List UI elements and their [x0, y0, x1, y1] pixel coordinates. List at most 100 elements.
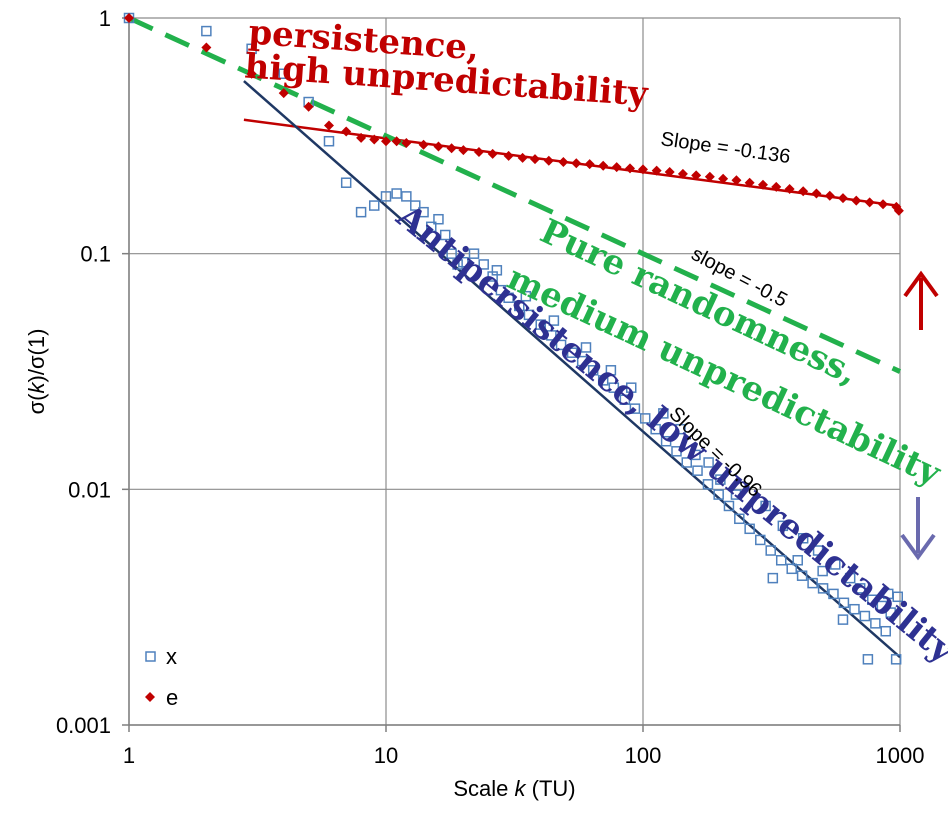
data-point-x [201, 25, 212, 37]
data-point-e [718, 173, 729, 184]
data-point-e [418, 139, 429, 150]
legend-marker-x [145, 651, 156, 662]
data-point-x [767, 572, 779, 584]
data-point-x [368, 200, 380, 211]
data-point-x [246, 43, 257, 55]
data-point-x [854, 583, 866, 594]
data-point-x [355, 206, 367, 218]
data-point-x [546, 330, 557, 341]
data-point-x [446, 248, 457, 259]
data-point-e [771, 181, 782, 192]
data-point-x [514, 300, 525, 312]
legend: xe [145, 644, 178, 710]
data-point-e [598, 160, 609, 171]
axes [122, 17, 901, 732]
y-tick-label: 1 [99, 6, 111, 31]
data-point-e [638, 164, 648, 175]
data-point-e [201, 42, 212, 53]
data-point-x [734, 513, 745, 525]
data-point-x [555, 339, 567, 351]
data-point-x [605, 365, 617, 376]
data-point-x [775, 555, 787, 566]
x-tick-label: 1 [123, 743, 135, 768]
data-point-x [730, 489, 742, 500]
data-point-x [723, 500, 735, 512]
data-point-x [503, 292, 514, 304]
data-point-x [658, 408, 669, 419]
data-point-e [369, 134, 380, 145]
data-point-x [807, 577, 818, 589]
arrow-up-head [903, 270, 939, 298]
data-point-e [624, 163, 635, 174]
data-point-x [870, 618, 881, 629]
data-point-x [890, 654, 902, 665]
data-point-e [691, 170, 702, 181]
grid-lines [128, 17, 901, 726]
data-point-e [851, 195, 862, 206]
data-point-x [608, 382, 620, 393]
data-point-x [797, 533, 809, 544]
data-point-x [882, 588, 894, 600]
data-point-x [278, 68, 289, 80]
data-point-x [323, 135, 335, 147]
data-point-x [812, 545, 824, 556]
data-point-x [715, 474, 726, 485]
data-point-x [690, 449, 701, 461]
data-point-x [755, 534, 766, 546]
data-point-x [867, 594, 878, 605]
data-point-x [817, 565, 828, 577]
x-tick-label: 1000 [876, 743, 925, 768]
y-tick-label: 0.001 [56, 713, 111, 738]
data-point-x [629, 403, 641, 414]
data-point-e [278, 88, 289, 99]
data-point-x [625, 382, 637, 393]
data-point-x [880, 625, 891, 637]
data-point-x [597, 375, 609, 386]
data-point-e [798, 186, 809, 197]
data-point-x [796, 570, 808, 581]
data-point-e [356, 132, 367, 143]
data-point-x [619, 394, 631, 405]
data-point-x [830, 559, 841, 570]
data-point-x [777, 520, 789, 532]
data-point-x [650, 423, 661, 435]
data-point-x [491, 265, 503, 276]
x-tick-labels: 1 10 100 1000 [123, 743, 925, 768]
data-point-x [786, 563, 797, 575]
data-point-x [692, 465, 703, 476]
data-point-x [587, 365, 599, 376]
data-point-x [828, 588, 839, 600]
data-point-e [558, 156, 569, 167]
data-point-x [675, 423, 686, 435]
data-point-e [571, 158, 582, 169]
legend-marker-e [145, 692, 155, 702]
data-point-e [124, 13, 134, 23]
data-point-x [838, 597, 850, 609]
data-point-x [760, 500, 771, 512]
data-point-x [849, 603, 860, 615]
data-point-x [792, 555, 803, 566]
data-point-e [446, 143, 457, 154]
data-point-e [433, 141, 444, 152]
data-point-x [495, 284, 507, 296]
data-point-e [487, 148, 498, 159]
data-point-x [639, 413, 651, 424]
data-point-e [341, 126, 352, 137]
data-point-x [380, 191, 392, 202]
data-point-e [543, 155, 554, 166]
data-point-e [323, 120, 334, 131]
data-point-e [731, 175, 742, 186]
data-point-x [410, 200, 421, 211]
x-axis-label: Scale k (TU) [453, 776, 575, 801]
data-point-x [535, 319, 546, 330]
data-point-x [859, 610, 871, 622]
data-point-x [340, 177, 352, 188]
data-point-x [548, 315, 560, 326]
data-point-e [503, 150, 514, 161]
data-point-x [713, 489, 724, 500]
data-point-e [677, 168, 688, 179]
data-point-x [885, 607, 896, 618]
data-points [123, 12, 904, 665]
